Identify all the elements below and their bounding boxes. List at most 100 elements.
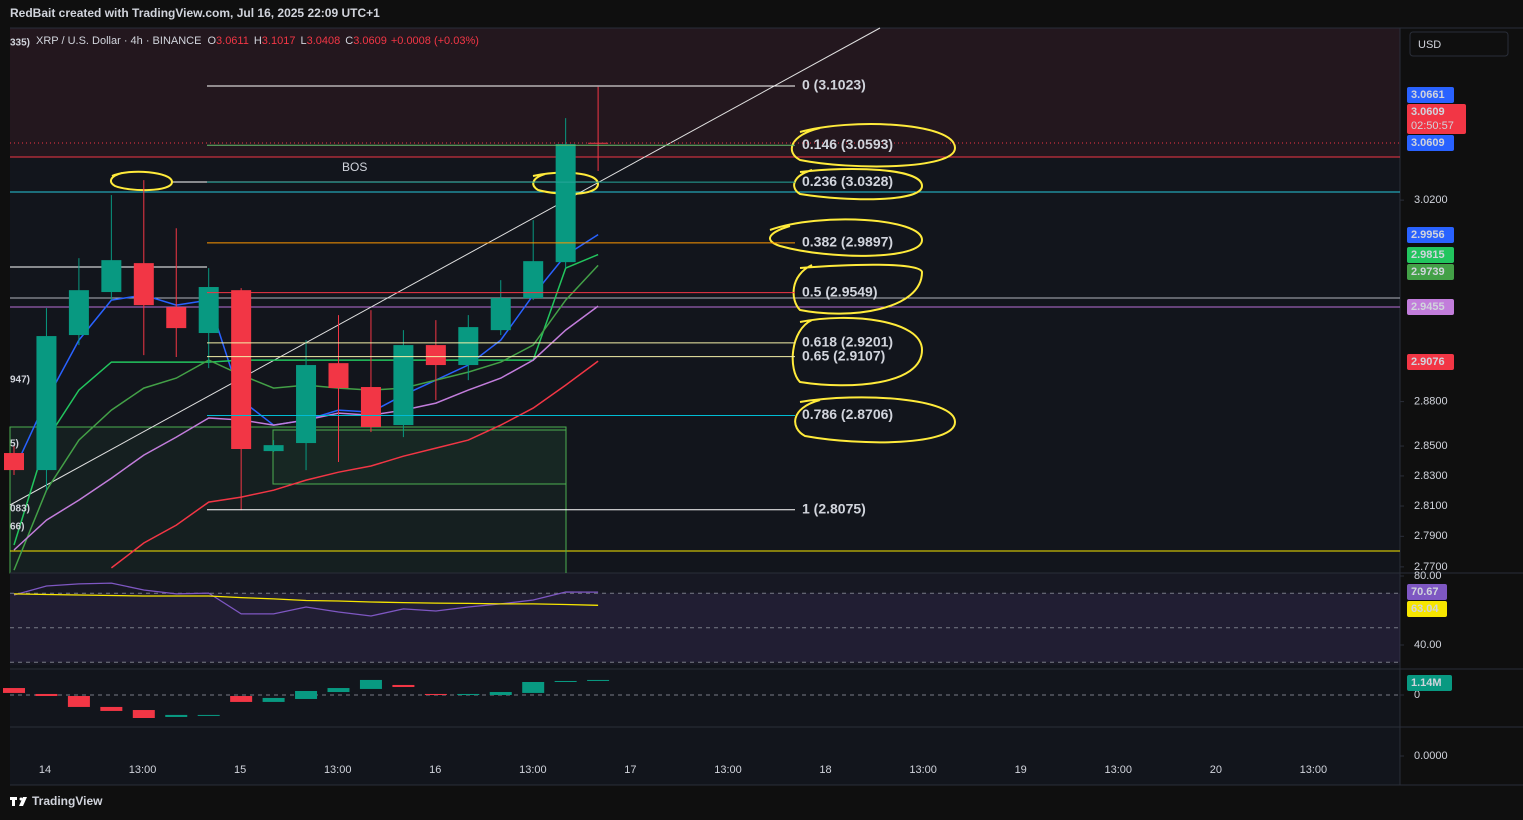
fib-label: 0.382 (2.9897) [802,234,893,250]
price-tag-bg [1407,87,1454,103]
fib-label: 0 (3.1023) [802,77,866,93]
legend-title: XRP / U.S. Dollar · 4h · BINANCE [36,35,201,47]
fib-label: 0.236 (3.0328) [802,173,893,189]
candle-body [555,144,576,263]
histogram-bar [424,693,447,695]
candle-body [231,290,252,450]
logo-part [12,797,15,806]
histogram-bar [554,680,577,682]
histogram-bar [100,706,123,711]
price-tag: 3.0661 [1411,89,1445,101]
histogram-bar [489,692,512,695]
histogram-bar [587,679,610,681]
histogram-bar [132,710,155,718]
rsi-pane [10,573,1400,665]
histogram-bar [3,688,25,693]
candle-body [393,345,414,426]
brand: TradingView [32,794,103,808]
legend-value: 3.1017 [262,35,296,47]
currency-label[interactable]: USD [1418,39,1441,51]
price-tag: 2.9956 [1411,229,1445,241]
fib-label: 1 (2.8075) [802,500,866,516]
candle-body [490,298,511,331]
x-tick-label: 18 [819,764,831,776]
circle [790,123,957,168]
candle-body [523,261,544,299]
histogram-bar [67,696,90,707]
y-tick-label: 2.7900 [1414,530,1448,542]
fib-label: 0.5 (2.9549) [802,283,878,299]
histogram-bar [327,688,350,693]
legend-key: C [345,35,353,47]
x-tick-label: 15 [234,764,246,776]
brand-logo [10,797,27,806]
price-tag: 3.0609 [1411,106,1445,118]
histogram-bar [262,697,285,702]
histogram-bar [35,693,58,697]
candle-body [296,365,317,444]
rsi-line [13,593,599,606]
price-tag: 2.9815 [1411,249,1445,261]
edge-label: 66) [10,522,24,533]
candle-body [263,445,284,452]
fib-label: 0.786 (2.8706) [802,406,893,422]
x-tick-label: 13:00 [1105,764,1133,776]
fib-label: 0.618 (2.9201) [802,334,893,350]
histogram-bar [522,682,545,693]
price-tag: 63.04 [1411,603,1439,615]
histogram-bar [230,696,253,702]
price-tag: 2.9739 [1411,266,1445,278]
x-tick-label: 17 [624,764,636,776]
price-tag: 1.14M [1411,677,1442,689]
moving-average [110,360,599,569]
price-tag: 70.67 [1411,586,1439,598]
legend-key: L [300,35,306,47]
circle [791,316,924,387]
y-tick-label: 2.8500 [1414,440,1448,452]
histogram-bar [197,714,220,716]
y-tick-label: 80.00 [1414,570,1442,582]
trendline [9,27,881,506]
edge-label: 947) [10,375,30,386]
price-tag-bg [1407,227,1454,243]
circle [768,218,924,257]
x-tick-label: 13:00 [519,764,547,776]
x-tick-label: 19 [1015,764,1027,776]
legend-value: 3.0609 [353,35,387,47]
inner-zone [272,429,567,485]
legend-key: H [254,35,262,47]
candle-body [133,263,154,306]
price-tag-bg [1407,104,1466,134]
fib-label: 0.65 (2.9107) [802,347,885,363]
y-tick-label: 0.0000 [1414,750,1448,762]
currency-button[interactable] [1409,31,1509,57]
candle-body [36,336,57,471]
annotation: BOS [342,160,367,174]
legend-value: 3.0408 [307,35,341,47]
circle [109,170,174,192]
legend-key: O [207,35,216,47]
demand-zone [9,426,567,574]
price-tag: 2.9076 [1411,356,1445,368]
candle-body [328,363,349,389]
y-tick-label: 2.8800 [1414,395,1448,407]
candle-body [198,287,219,334]
histogram-bar [392,684,415,688]
logo-part [19,797,27,806]
price-tag-bg [1407,299,1454,315]
y-tick-label: 2.8300 [1414,470,1448,482]
candle-body [68,290,89,336]
price-tag-bg [1407,247,1454,263]
candle-body [101,260,122,293]
edge-label: 335) [10,38,30,49]
price-tag-bg [1407,601,1447,617]
candle-body [360,387,381,428]
hand-drawn-circles [109,123,957,444]
x-tick-label: 13:00 [324,764,352,776]
candle-body [4,453,24,471]
legend-change: +0.0008 (+0.03%) [391,35,479,47]
y-tick-label: 0 [1414,689,1420,701]
credit: RedBait created with TradingView.com, Ju… [10,6,380,20]
price-tag-bg [1407,264,1454,280]
